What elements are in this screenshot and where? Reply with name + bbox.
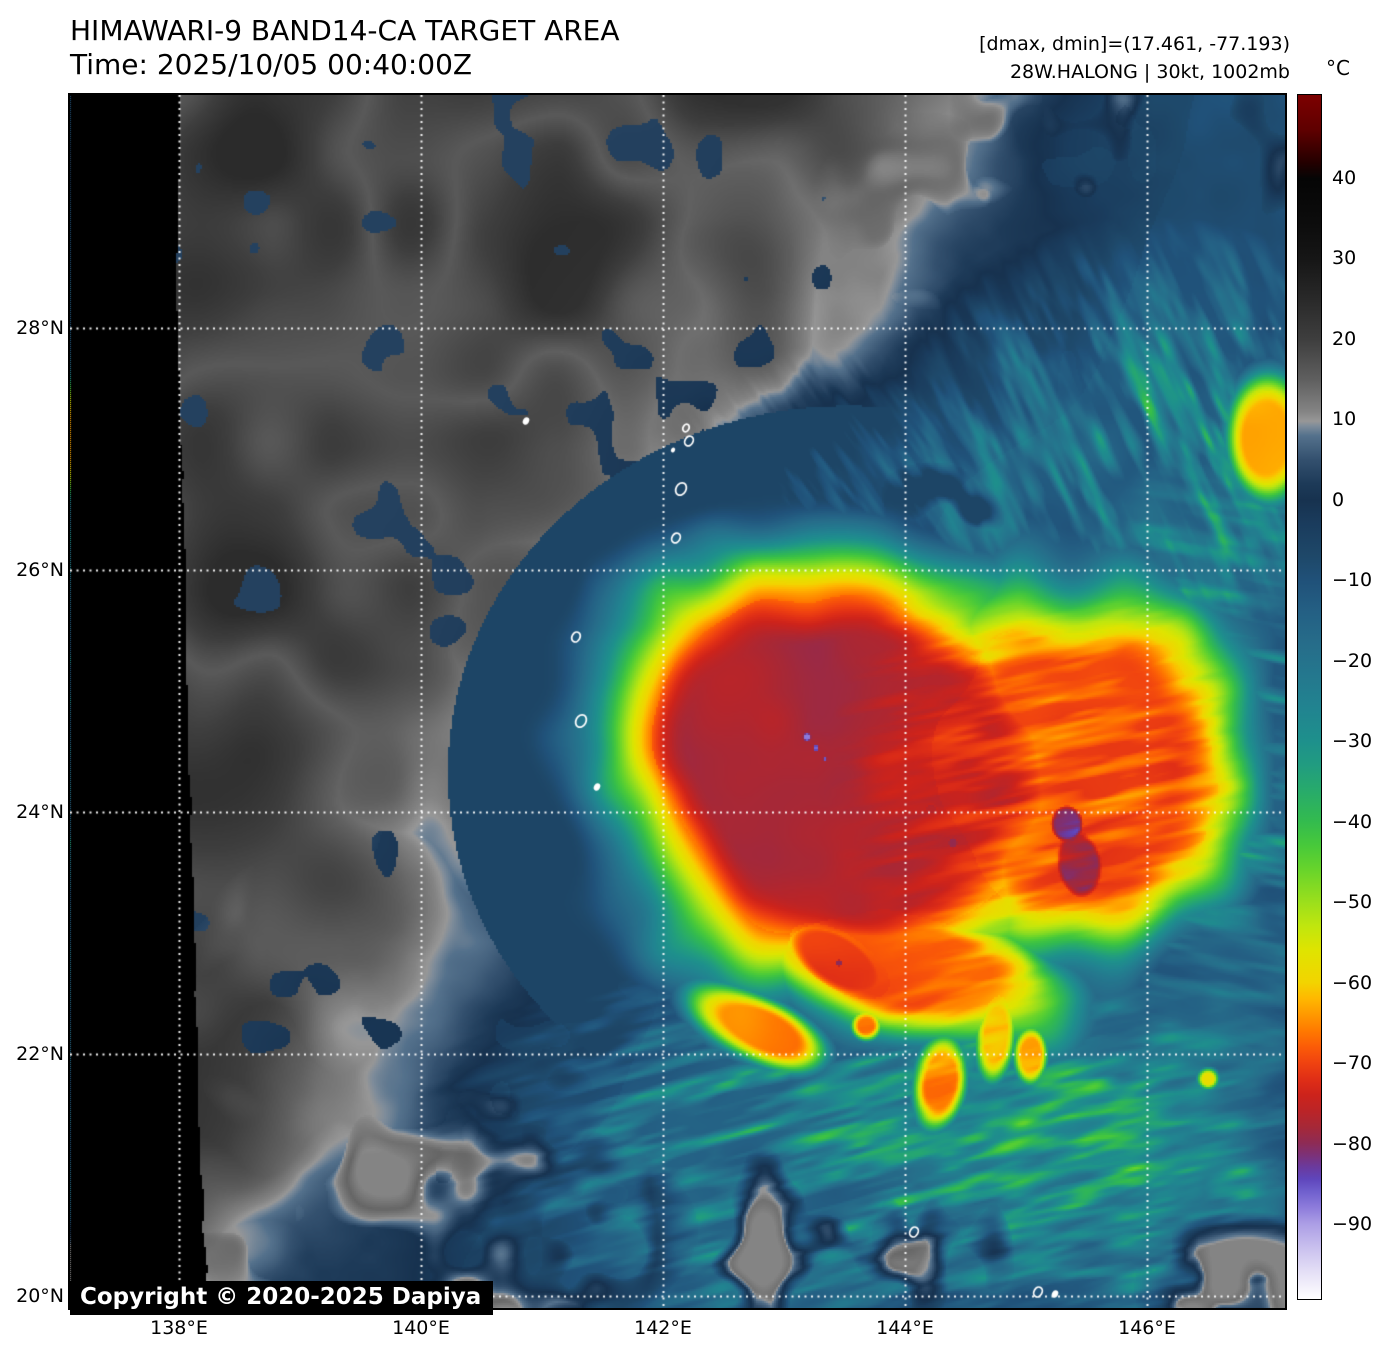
colorbar-tick-label: 40 (1332, 166, 1357, 189)
y-tick-label: 20°N (16, 1285, 64, 1307)
storm-info-line: 28W.HALONG | 30kt, 1002mb (1009, 61, 1290, 83)
colorbar-tick-label: 20 (1332, 327, 1357, 350)
colorbar-unit-label: °C (1326, 56, 1350, 80)
x-tick-label: 140°E (392, 1317, 450, 1339)
colorbar-tick-label: −30 (1332, 730, 1373, 753)
y-tick-label: 28°N (16, 317, 64, 339)
colorbar-tick-label: −90 (1332, 1213, 1373, 1236)
page-title: HIMAWARI-9 BAND14-CA TARGET AREA (70, 14, 620, 47)
x-tick-label: 142°E (634, 1317, 692, 1339)
time-subtitle: Time: 2025/10/05 00:40:00Z (70, 48, 473, 81)
colorbar (1297, 94, 1322, 1300)
x-tick-label: 146°E (1118, 1317, 1176, 1339)
y-tick-label: 24°N (16, 801, 64, 823)
colorbar-tick-label: 10 (1332, 408, 1357, 431)
colorbar-tick-label: −40 (1332, 810, 1373, 833)
colorbar-tick-label: −60 (1332, 971, 1373, 994)
satellite-image-canvas (70, 95, 1285, 1308)
colorbar-tick-label: −20 (1332, 649, 1373, 672)
colorbar-tick-label: −70 (1332, 1052, 1373, 1075)
y-tick-label: 26°N (16, 559, 64, 581)
y-tick-label: 22°N (16, 1043, 64, 1065)
colorbar-tick-label: −10 (1332, 569, 1373, 592)
colorbar-tick-label: −50 (1332, 891, 1373, 914)
colorbar-tick-label: −80 (1332, 1132, 1373, 1155)
colorbar-tick-label: 30 (1332, 247, 1357, 270)
stats-line: [dmax, dmin]=(17.461, -77.193) (979, 33, 1290, 55)
colorbar-tick-label: 0 (1332, 488, 1345, 511)
x-tick-label: 138°E (150, 1317, 208, 1339)
x-tick-label: 144°E (876, 1317, 934, 1339)
header-right-block: [dmax, dmin]=(17.461, -77.193) 28W.HALON… (979, 30, 1290, 86)
copyright-badge: Copyright © 2020-2025 Dapiya (70, 1281, 494, 1315)
